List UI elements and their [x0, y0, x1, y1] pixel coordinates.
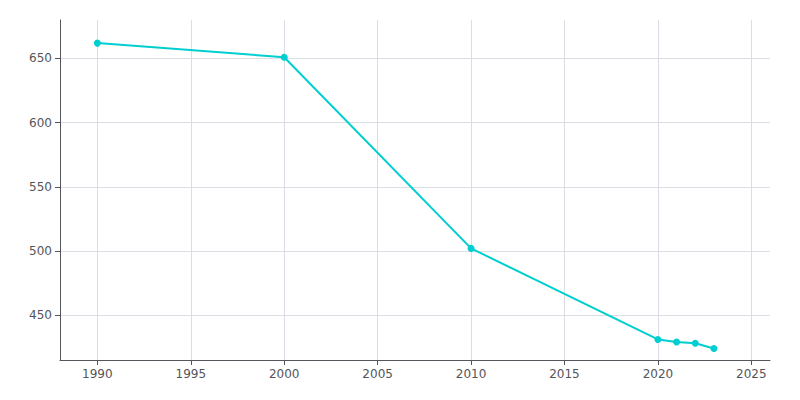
svg-text:2000: 2000	[269, 367, 300, 381]
svg-text:450: 450	[29, 308, 52, 322]
svg-text:550: 550	[29, 180, 52, 194]
svg-text:2015: 2015	[549, 367, 580, 381]
svg-text:2025: 2025	[736, 367, 767, 381]
svg-text:650: 650	[29, 51, 52, 65]
svg-text:2020: 2020	[643, 367, 674, 381]
svg-text:2005: 2005	[362, 367, 393, 381]
svg-text:1995: 1995	[176, 367, 207, 381]
svg-text:600: 600	[29, 116, 52, 130]
svg-text:1990: 1990	[82, 367, 113, 381]
svg-text:2010: 2010	[456, 367, 487, 381]
svg-text:500: 500	[29, 244, 52, 258]
